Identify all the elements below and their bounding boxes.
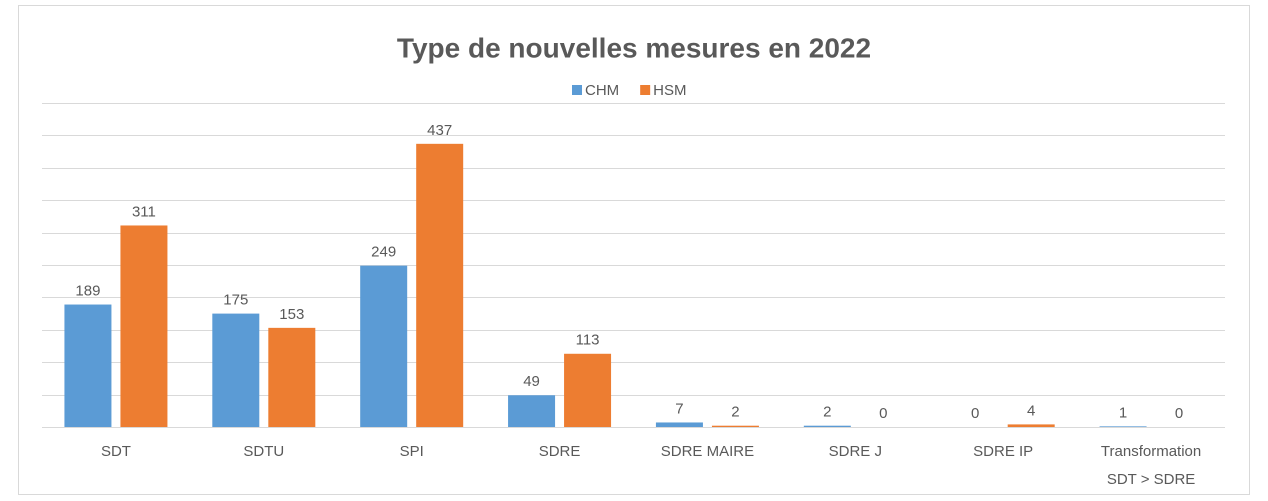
value-label: 113	[576, 332, 600, 349]
legend-label: HSM	[653, 82, 686, 99]
legend-swatch	[640, 85, 651, 95]
value-label: 153	[279, 306, 304, 323]
value-label: 2	[731, 404, 739, 421]
value-label: 4	[1027, 402, 1035, 419]
bar	[564, 353, 612, 427]
bar	[655, 422, 703, 427]
value-label: 1	[1119, 404, 1127, 421]
bar	[120, 225, 168, 427]
bar	[1007, 424, 1055, 427]
bar	[711, 425, 759, 427]
bar	[64, 304, 112, 427]
x-tick-label: Transformation SDT > SDRE	[1100, 443, 1202, 488]
value-label: 49	[523, 373, 540, 390]
value-label: 249	[371, 244, 396, 261]
x-tick-label: SPI	[399, 443, 424, 460]
value-label: 2	[823, 404, 831, 421]
value-label: 0	[879, 405, 887, 422]
x-tick-label: SDRE	[538, 443, 581, 460]
legend-label: CHM	[585, 82, 619, 99]
x-tick-label: SDT	[100, 443, 131, 460]
value-label: 437	[427, 122, 452, 139]
value-label: 189	[75, 282, 100, 299]
bar	[803, 425, 851, 427]
chart-title: Type de nouvelles mesures en 2022	[397, 32, 871, 63]
bar	[1099, 426, 1147, 427]
value-label: 0	[971, 405, 979, 422]
legend-swatch	[572, 85, 582, 95]
bar	[416, 143, 464, 427]
bar	[212, 313, 260, 427]
chart-border	[18, 5, 1250, 495]
value-label: 0	[1175, 405, 1183, 422]
x-tick-label: SDRE IP	[973, 443, 1034, 460]
bar	[268, 327, 316, 427]
bar	[508, 395, 556, 427]
value-label: 311	[132, 203, 156, 220]
x-tick-label: SDRE MAIRE	[660, 443, 755, 460]
value-label: 175	[223, 292, 248, 309]
x-tick-label: SDTU	[243, 443, 285, 460]
x-tick-label: SDRE J	[828, 443, 882, 460]
value-label: 7	[675, 400, 683, 417]
bar	[360, 265, 408, 427]
